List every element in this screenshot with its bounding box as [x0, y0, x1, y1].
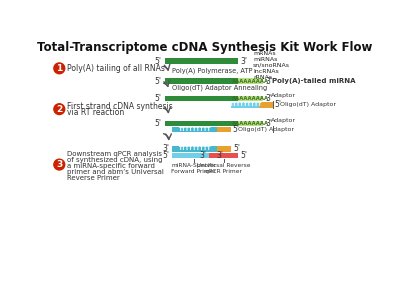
Text: mRNAs: mRNAs [253, 51, 276, 56]
Text: 2: 2 [56, 105, 62, 114]
Bar [259, 102, 273, 108]
Text: of synthesized cDNA, using: of synthesized cDNA, using [67, 157, 162, 163]
Text: 5': 5' [155, 119, 162, 128]
Text: via RT reaction: via RT reaction [67, 108, 124, 117]
Text: 3': 3' [266, 76, 272, 85]
Text: AAAAAAAAA: AAAAAAAAA [232, 96, 269, 101]
Text: 5': 5' [155, 94, 162, 103]
Text: TTTTTTTTT: TTTTTTTTT [178, 127, 211, 132]
Bar [172, 127, 217, 132]
Text: 3: 3 [56, 160, 62, 169]
Bar [217, 146, 230, 152]
Text: 3': 3' [266, 94, 272, 103]
Bar [238, 96, 263, 101]
Text: 3': 3' [200, 151, 206, 160]
Text: 5': 5' [155, 76, 162, 85]
Text: 5': 5' [232, 125, 239, 134]
Text: AAAAAAAAA: AAAAAAAAA [232, 79, 269, 83]
Text: miRNAs: miRNAs [253, 57, 278, 62]
Text: Poly(A)-tailed miRNA: Poly(A)-tailed miRNA [272, 78, 355, 84]
Text: Reverse Primer: Reverse Primer [67, 176, 120, 182]
Text: Oligo(dT) Adaptor: Oligo(dT) Adaptor [280, 102, 336, 107]
Text: Poly(A) tailing of all RNAs: Poly(A) tailing of all RNAs [67, 64, 165, 73]
Text: 5': 5' [162, 151, 169, 160]
Bar [238, 121, 263, 126]
Bar [165, 78, 238, 84]
Text: Oligo(dT) Adaptor Annealing: Oligo(dT) Adaptor Annealing [172, 84, 268, 91]
Bar [165, 58, 238, 64]
Text: 5': 5' [241, 151, 248, 160]
Bar [172, 146, 217, 152]
Text: AAAAAAAAA: AAAAAAAAA [232, 121, 269, 126]
Text: Adaptor: Adaptor [271, 93, 296, 98]
Circle shape [54, 104, 65, 115]
Bar [230, 102, 259, 108]
Bar [217, 127, 230, 132]
Text: 5': 5' [233, 144, 240, 153]
Text: rRNAs: rRNAs [253, 75, 272, 80]
Bar [209, 153, 238, 158]
Text: Downstream qPCR analysis: Downstream qPCR analysis [67, 151, 162, 157]
Text: Total-Transcriptome cDNA Synthesis Kit Work Flow: Total-Transcriptome cDNA Synthesis Kit W… [37, 41, 373, 54]
Bar [238, 78, 263, 84]
Text: 3': 3' [241, 56, 248, 65]
Text: 3': 3' [162, 144, 169, 153]
Text: 3': 3' [217, 151, 224, 160]
Bar [165, 96, 238, 101]
Text: 5': 5' [155, 56, 162, 65]
Bar [165, 121, 238, 126]
Text: Universal Reverse
qPCR Primer: Universal Reverse qPCR Primer [197, 163, 250, 174]
Text: First strand cDNA synthesis: First strand cDNA synthesis [67, 102, 173, 111]
Text: sn/snoRNAs: sn/snoRNAs [253, 63, 290, 68]
Text: 5': 5' [275, 100, 282, 109]
Text: Adaptor: Adaptor [271, 118, 296, 123]
Text: a miRNA-specific forward: a miRNA-specific forward [67, 163, 155, 169]
Text: Oligo(dT) Adaptor: Oligo(dT) Adaptor [238, 127, 294, 132]
Text: miRNA-Specific
Forward Primer: miRNA-Specific Forward Primer [171, 163, 216, 174]
Text: 3': 3' [266, 119, 272, 128]
Text: TTTTTTTTT: TTTTTTTTT [229, 102, 261, 107]
Text: lncRNAs: lncRNAs [253, 69, 279, 74]
Text: 1: 1 [56, 64, 62, 73]
Text: TTTTTTTTT: TTTTTTTTT [178, 146, 211, 151]
Text: Poly(A) Polymerase, ATP: Poly(A) Polymerase, ATP [172, 68, 253, 74]
Circle shape [54, 63, 65, 74]
Text: primer and abm’s Universal: primer and abm’s Universal [67, 169, 164, 175]
Bar [172, 153, 215, 158]
Circle shape [54, 159, 65, 170]
